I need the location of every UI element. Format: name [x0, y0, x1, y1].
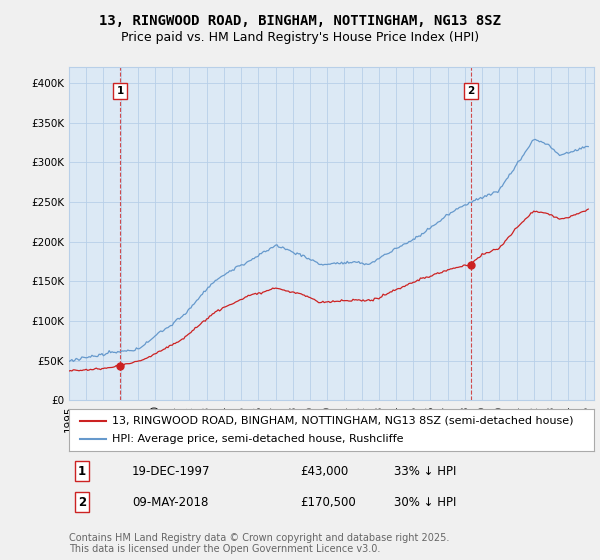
Text: Price paid vs. HM Land Registry's House Price Index (HPI): Price paid vs. HM Land Registry's House …: [121, 31, 479, 44]
Text: HPI: Average price, semi-detached house, Rushcliffe: HPI: Average price, semi-detached house,…: [112, 434, 404, 444]
Text: Contains HM Land Registry data © Crown copyright and database right 2025.
This d: Contains HM Land Registry data © Crown c…: [69, 533, 449, 554]
Text: 13, RINGWOOD ROAD, BINGHAM, NOTTINGHAM, NG13 8SZ: 13, RINGWOOD ROAD, BINGHAM, NOTTINGHAM, …: [99, 14, 501, 28]
Text: 1: 1: [78, 465, 86, 478]
Text: 13, RINGWOOD ROAD, BINGHAM, NOTTINGHAM, NG13 8SZ (semi-detached house): 13, RINGWOOD ROAD, BINGHAM, NOTTINGHAM, …: [112, 416, 574, 426]
Text: 09-MAY-2018: 09-MAY-2018: [132, 496, 208, 508]
Text: £43,000: £43,000: [300, 465, 348, 478]
Text: 19-DEC-1997: 19-DEC-1997: [132, 465, 211, 478]
Text: 30% ↓ HPI: 30% ↓ HPI: [395, 496, 457, 508]
Text: 2: 2: [467, 86, 475, 96]
Text: 2: 2: [78, 496, 86, 508]
Text: 1: 1: [116, 86, 124, 96]
Text: £170,500: £170,500: [300, 496, 356, 508]
Text: 33% ↓ HPI: 33% ↓ HPI: [395, 465, 457, 478]
